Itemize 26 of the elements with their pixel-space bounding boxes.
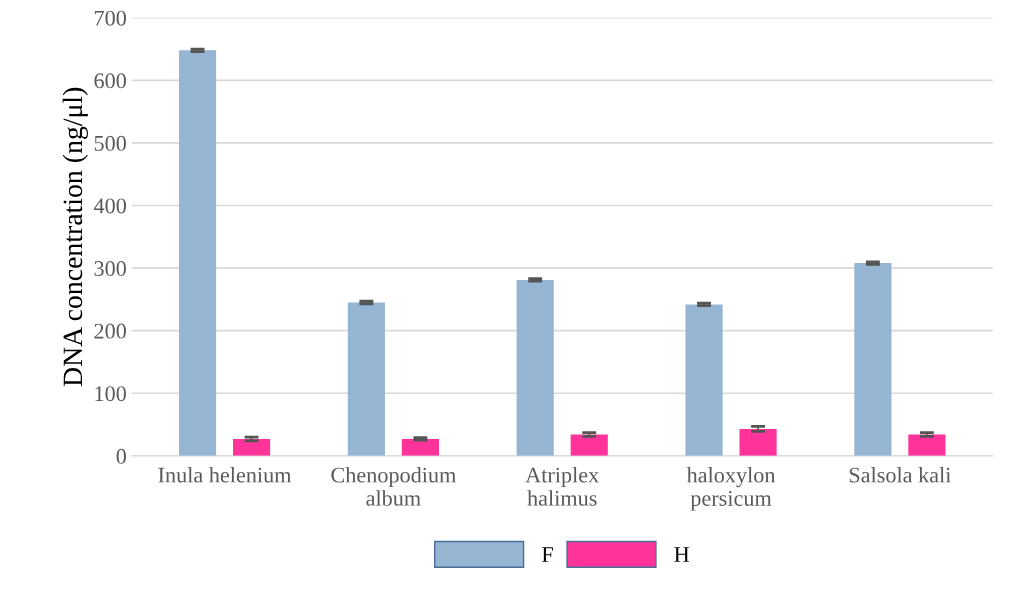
bar <box>739 428 777 456</box>
x-tick-label: Atriplex halimus <box>525 466 599 506</box>
x-tick-label: haloxylon persicum <box>686 466 776 511</box>
x-tick-label: Salsola kali <box>849 466 951 483</box>
y-tick-label: 500 <box>94 135 126 151</box>
bar <box>854 263 892 456</box>
y-tick-label: 200 <box>94 323 126 339</box>
y-axis-title: DNA concentration (ng/μl) <box>62 87 88 387</box>
y-tick-label: 600 <box>94 73 126 89</box>
bar <box>232 438 271 456</box>
bar <box>908 434 946 456</box>
bar <box>347 302 385 456</box>
y-tick-label: 700 <box>94 10 126 26</box>
y-tick-label: 300 <box>94 261 126 277</box>
bar <box>516 279 554 456</box>
y-tick-label: 100 <box>95 386 126 402</box>
y-tick-label: 400 <box>93 198 126 214</box>
y-tick-label: 0 <box>116 448 126 464</box>
x-tick-label: Inula helenium <box>158 466 292 483</box>
bar <box>685 304 723 456</box>
legend-label: F <box>541 547 553 562</box>
bar <box>401 438 439 456</box>
bar <box>178 50 217 456</box>
bar <box>570 434 608 456</box>
x-tick-label: Chenopodium album <box>331 466 456 506</box>
legend-label: H <box>674 547 690 562</box>
